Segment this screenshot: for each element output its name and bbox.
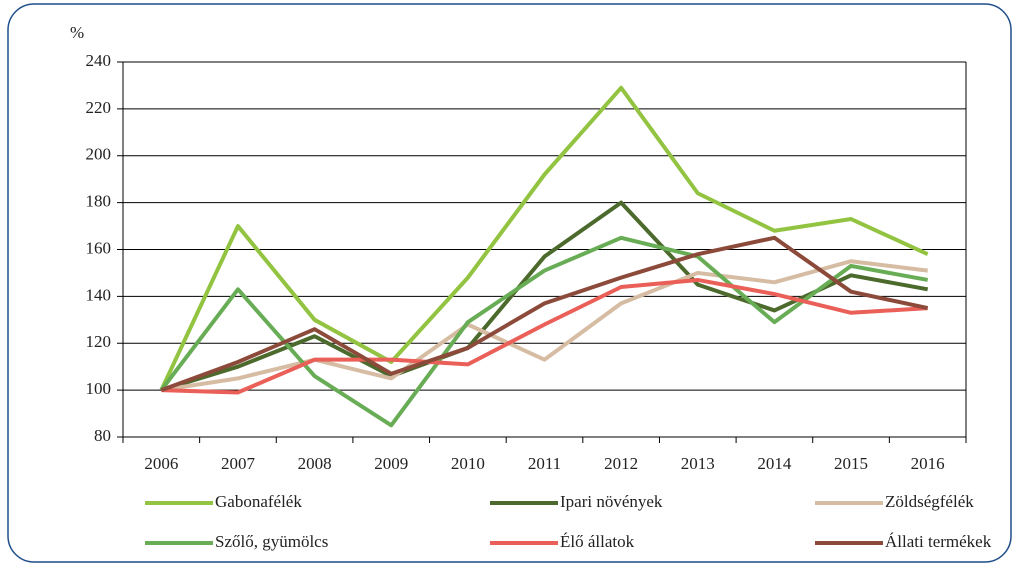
y-tick-label: 80 [94,426,111,445]
x-tick-label: 2012 [604,454,638,473]
x-tick-label: 2010 [451,454,485,473]
x-tick-label: 2008 [298,454,332,473]
x-tick-label: 2006 [144,454,178,473]
series-line [161,259,928,393]
legend-label: Ipari növények [560,492,663,511]
y-tick-label: 180 [86,192,112,211]
legend-label: Szőlő, gyümölcs [215,532,328,551]
y-tick-label: 120 [86,332,112,351]
x-tick-label: 2016 [911,454,945,473]
legend-label: Állati termékek [885,532,992,551]
y-tick-label: 140 [86,285,112,304]
legend-label: Gabonafélék [215,492,302,511]
frame [7,3,1012,563]
series-line [159,85,929,391]
series-line [161,277,928,395]
x-tick-label: 2009 [374,454,408,473]
legend-label: Zöldségfélék [885,492,974,511]
legend-label: Élő állatok [560,532,635,551]
x-tick-label: 2011 [528,454,561,473]
x-tick-label: 2013 [681,454,715,473]
y-tick-label: 240 [86,51,112,70]
x-tick-label: 2015 [834,454,868,473]
x-tick-label: 2007 [221,454,256,473]
y-tick-label: 220 [86,98,112,117]
x-tick-label: 2014 [757,454,792,473]
y-tick-label: 160 [86,238,112,257]
y-tick-label: 100 [86,379,112,398]
series-line [160,235,929,393]
series-line [159,235,929,428]
y-axis-label: % [70,23,84,42]
y-tick-label: 200 [86,145,112,164]
